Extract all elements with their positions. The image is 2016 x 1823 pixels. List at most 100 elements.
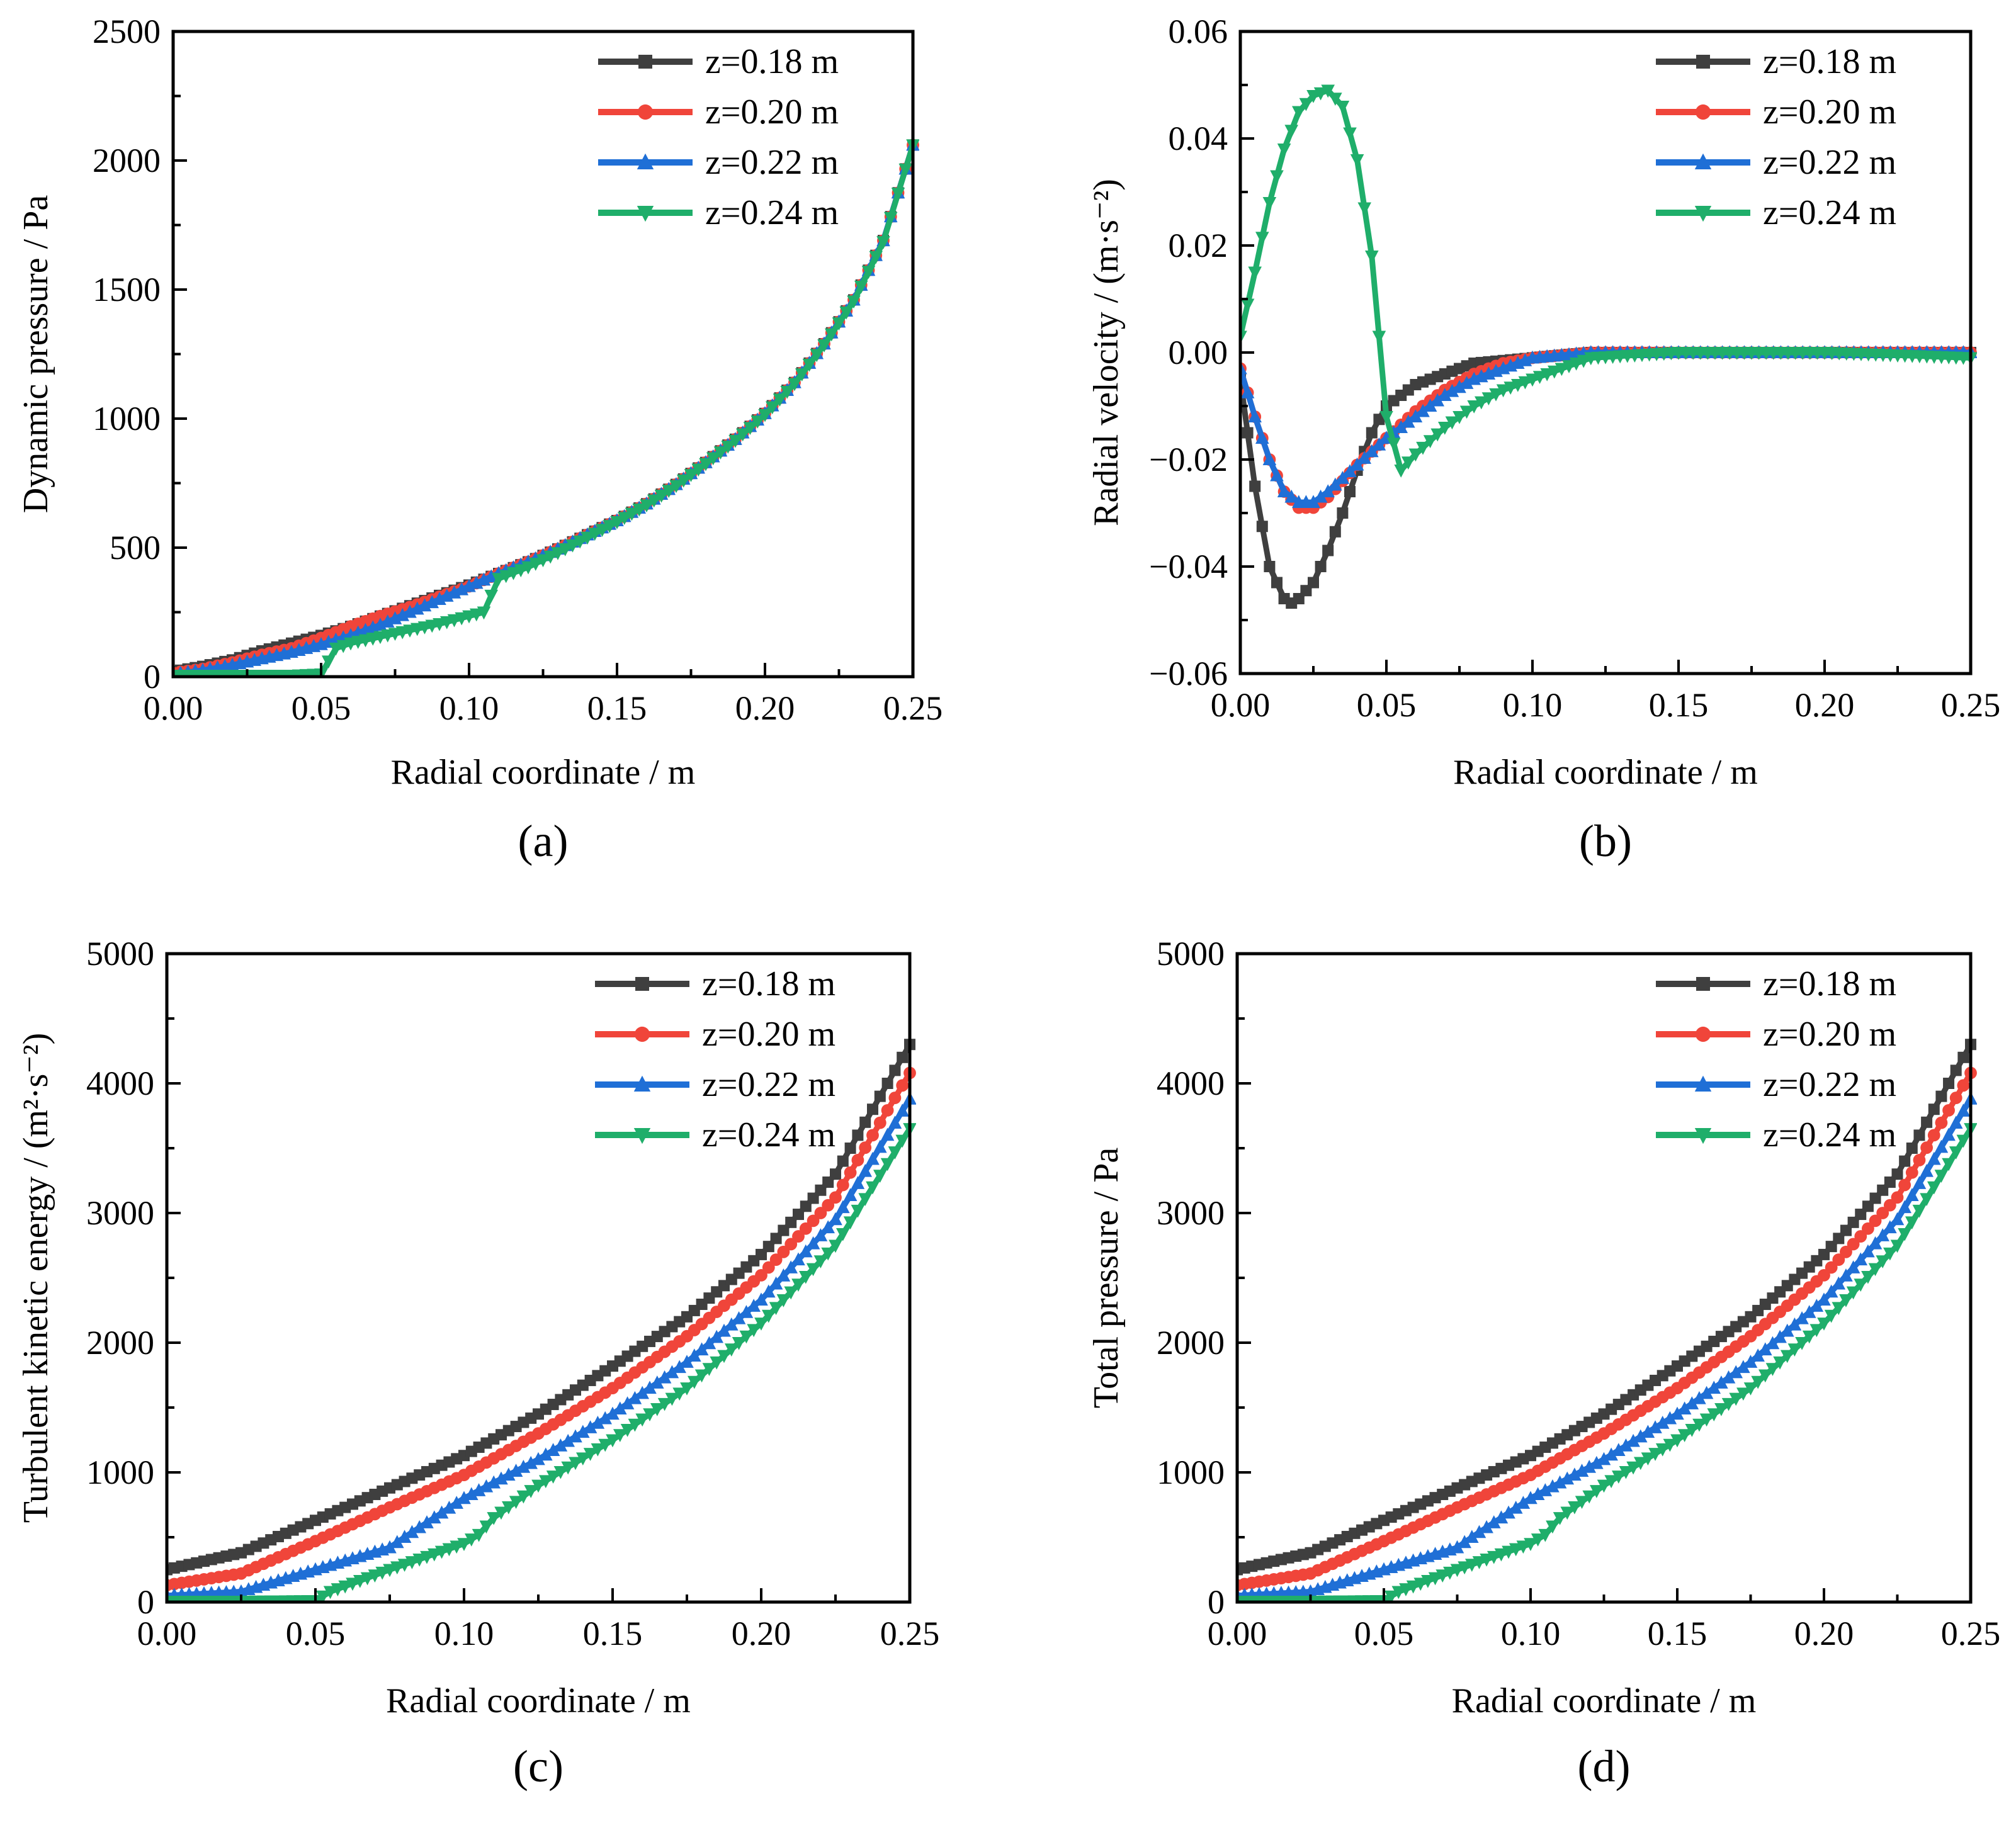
x-tick-label: 0.05 <box>286 1615 346 1652</box>
series-marker-024 <box>360 1572 375 1586</box>
y-tick-label: −0.06 <box>1149 655 1228 692</box>
x-tick-label: 0.25 <box>1941 1615 2001 1652</box>
series-marker-020 <box>836 1178 849 1192</box>
series-marker-024 <box>1743 1382 1758 1396</box>
series-marker-024 <box>1883 1247 1897 1261</box>
series-marker-024 <box>647 494 661 508</box>
series-marker-024 <box>323 1586 337 1600</box>
series-marker-024 <box>1445 416 1459 430</box>
series-marker-024 <box>1553 1512 1567 1525</box>
x-tick-label: 0.00 <box>137 1615 197 1652</box>
series-marker-022 <box>717 1323 731 1337</box>
series-marker-022 <box>620 1396 635 1409</box>
series-marker-024 <box>569 1457 582 1470</box>
series-marker-022 <box>799 1244 813 1258</box>
legend-label: z=0.24 m <box>1763 193 1896 232</box>
series-marker-022 <box>569 1429 582 1443</box>
legend-label: z=0.24 m <box>1763 1115 1896 1154</box>
series-marker-022 <box>1531 1487 1545 1501</box>
legend-marker <box>634 1026 650 1042</box>
series-marker-024 <box>1480 1554 1493 1567</box>
series-marker-020 <box>1898 1178 1911 1192</box>
y-tick-label: 0 <box>144 658 161 696</box>
series-marker-022 <box>1240 361 1247 375</box>
series-marker-022 <box>553 1438 568 1452</box>
series-marker-024 <box>1575 1496 1589 1510</box>
panel-label: (a) <box>518 816 569 866</box>
series-marker-022 <box>1824 1284 1838 1298</box>
series-marker-022 <box>561 1433 575 1447</box>
series-marker-024 <box>836 1228 850 1241</box>
panel-label: (c) <box>513 1741 563 1792</box>
series-group <box>167 1039 916 1603</box>
y-tick-label: 0.00 <box>1169 334 1228 371</box>
series-marker-024 <box>1905 1216 1919 1230</box>
series-marker-022 <box>1350 457 1364 471</box>
series-marker-024 <box>1472 1556 1487 1569</box>
series-group <box>173 137 919 678</box>
series-marker-024 <box>1699 1413 1714 1427</box>
series-marker-024 <box>565 539 580 553</box>
x-axis-label: Radial coordinate / m <box>391 753 696 792</box>
series-marker-024 <box>847 295 861 309</box>
series-marker-022 <box>397 1530 412 1543</box>
series-marker-024 <box>397 1559 412 1572</box>
series-marker-024 <box>1692 1418 1706 1432</box>
series-marker-024 <box>735 428 750 442</box>
series-marker-024 <box>613 1429 627 1442</box>
series-marker-022 <box>895 1103 909 1117</box>
y-tick-label: 1500 <box>93 271 161 308</box>
series-marker-022 <box>442 1500 456 1514</box>
series-marker-024 <box>769 1302 783 1316</box>
x-tick-label: 0.25 <box>880 1615 940 1652</box>
series-marker-024 <box>643 1408 657 1421</box>
series-marker-024 <box>1240 298 1255 312</box>
legend-marker <box>1694 206 1712 222</box>
legend-label: z=0.22 m <box>705 143 839 182</box>
series-marker-018 <box>1256 521 1268 533</box>
x-axis-label: Radial coordinate / m <box>1453 753 1758 792</box>
series-marker-022 <box>1876 1228 1889 1241</box>
series-marker-024 <box>1502 1545 1515 1559</box>
series-marker-024 <box>583 1448 597 1461</box>
series-marker-022 <box>688 1348 701 1362</box>
series-marker-022 <box>1942 1127 1956 1141</box>
series-marker-024 <box>1787 1343 1802 1357</box>
series-marker-024 <box>412 1554 426 1567</box>
series-marker-024 <box>1443 1566 1457 1580</box>
series-marker-024 <box>546 1470 560 1484</box>
series-marker-024 <box>1802 1330 1816 1344</box>
y-tick-label: 0.02 <box>1169 227 1228 264</box>
series-marker-022 <box>516 1460 531 1473</box>
series-marker-020 <box>896 1079 909 1092</box>
series-marker-024 <box>1934 1170 1949 1183</box>
series-marker-024 <box>1465 1559 1479 1572</box>
series-marker-020 <box>762 1261 775 1274</box>
series-marker-022 <box>1472 1525 1487 1538</box>
series-marker-024 <box>1248 266 1262 280</box>
series-marker-022 <box>412 1520 426 1533</box>
series-marker-022 <box>813 1228 828 1241</box>
series-marker-022 <box>1868 1236 1883 1250</box>
series-marker-018 <box>1906 1143 1918 1154</box>
series-marker-024 <box>494 1506 508 1520</box>
series-marker-024 <box>316 1590 330 1603</box>
series-marker-018 <box>1315 561 1327 572</box>
series-marker-024 <box>1898 1228 1911 1241</box>
series-marker-024 <box>390 1561 404 1575</box>
series-marker-024 <box>428 1548 441 1562</box>
x-tick-label: 0.20 <box>735 689 795 727</box>
series-marker-024 <box>732 1337 746 1350</box>
series-marker-024 <box>1321 84 1335 98</box>
series-marker-022 <box>1240 385 1255 398</box>
series-marker-022 <box>1802 1305 1816 1318</box>
series-marker-022 <box>866 1151 880 1165</box>
y-tick-label: 4000 <box>1157 1064 1225 1102</box>
series-marker-024 <box>635 1413 649 1427</box>
series-marker-024 <box>1313 87 1328 101</box>
series-marker-022 <box>1365 444 1379 458</box>
series-marker-022 <box>1655 1416 1670 1429</box>
series-marker-018 <box>889 1064 901 1076</box>
legend-marker <box>637 206 654 222</box>
